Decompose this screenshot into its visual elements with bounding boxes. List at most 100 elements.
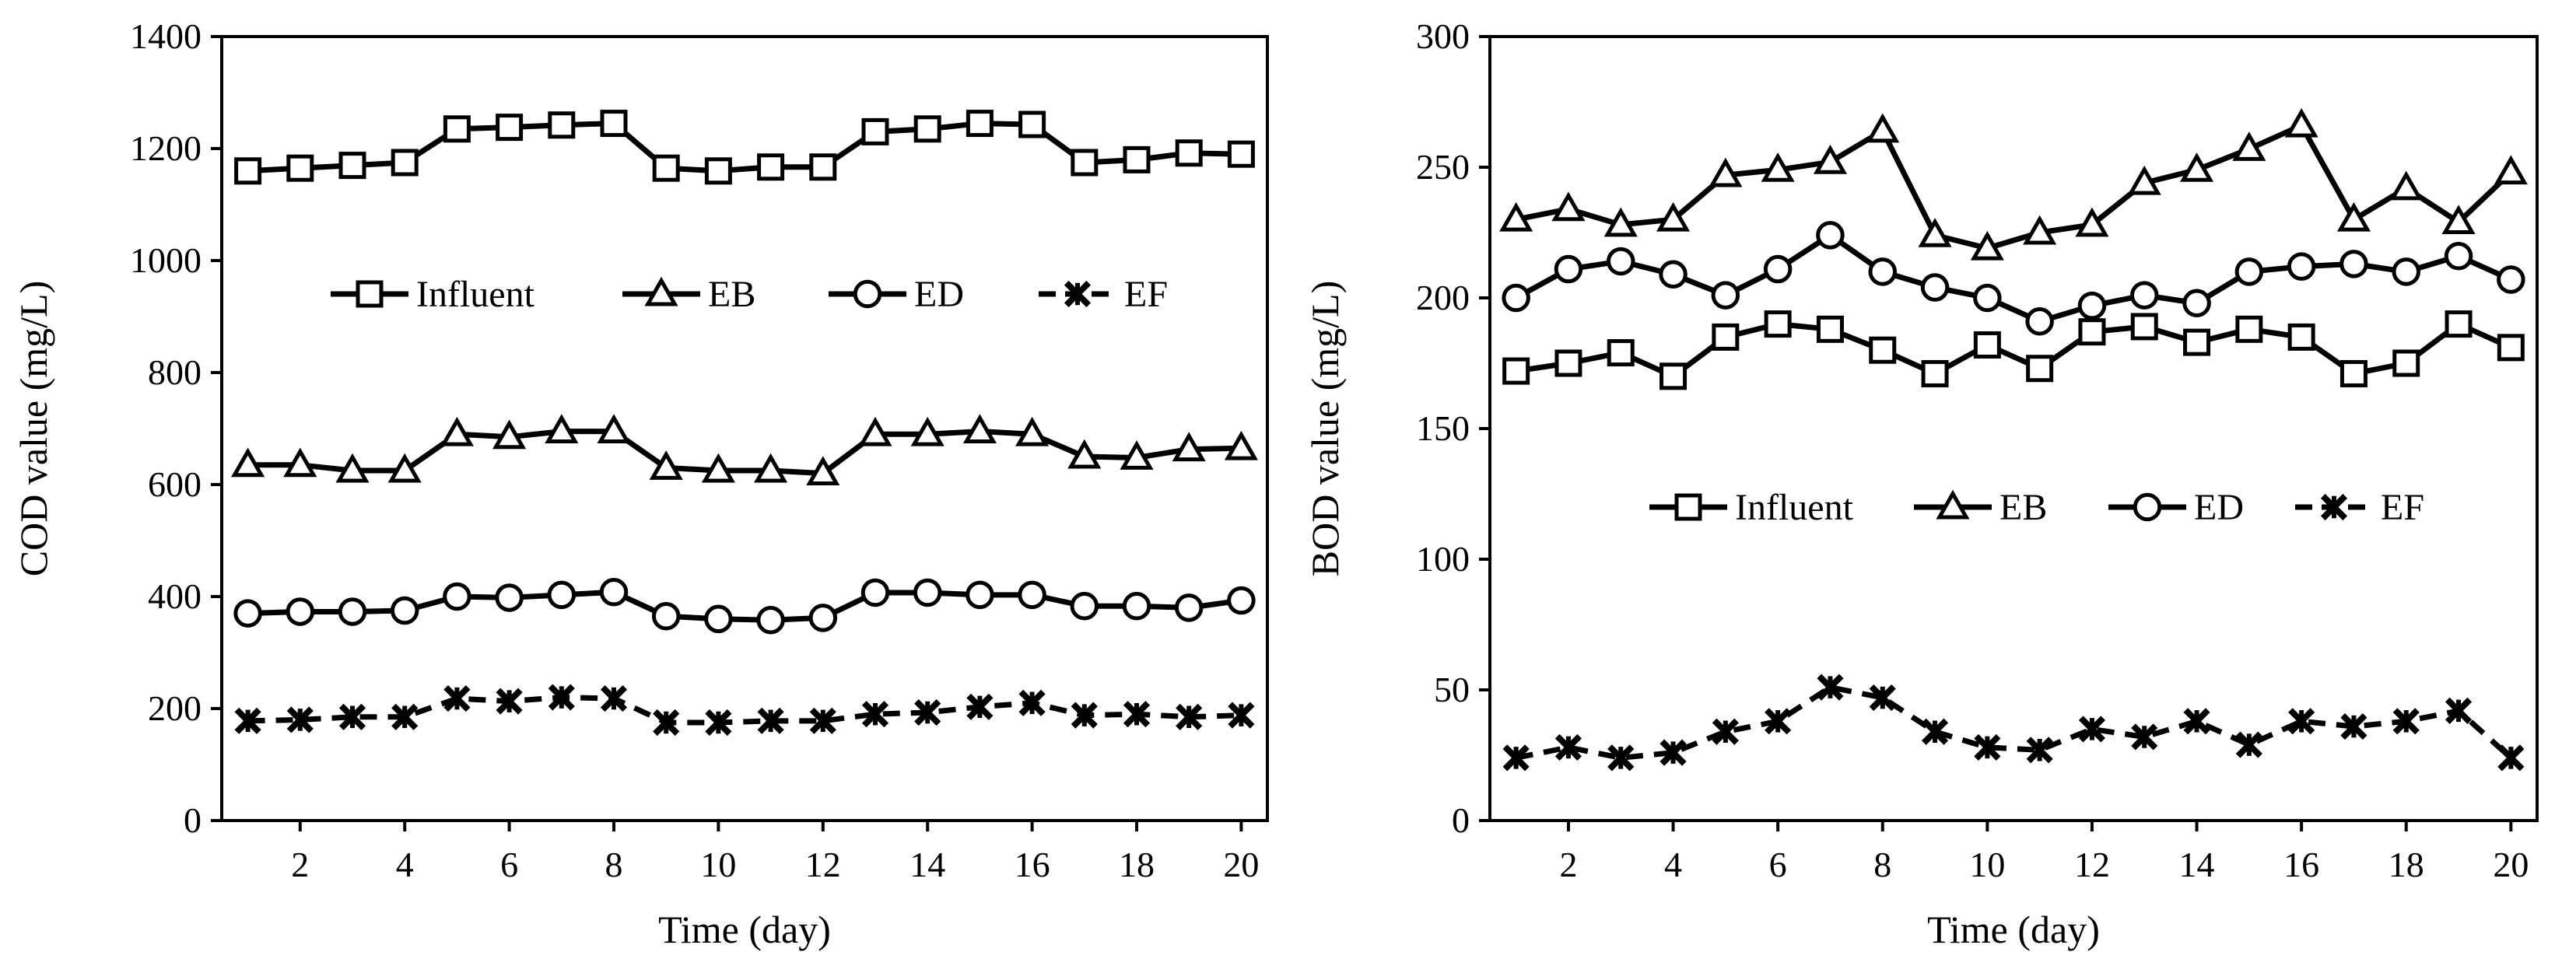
bod-series-eb-point (1603, 207, 1638, 237)
cod-x-axis-title: Time (day) (658, 908, 831, 951)
cod-legend-ed-marker (853, 279, 882, 309)
cod-series-influent-point (496, 114, 524, 142)
cod-series-ed-point (547, 580, 577, 610)
cod-y-tick-label: 1400 (130, 16, 202, 56)
bod-series-influent-point (1554, 349, 1582, 377)
cod-series-ed-point (913, 578, 942, 607)
bod-series-eb-point (1970, 230, 2004, 261)
bod-series-ef-point (1869, 684, 1896, 712)
cod-x-tick-label: 8 (605, 845, 623, 884)
cod-series-eb-point (1224, 430, 1258, 460)
bod-legend-ef-label: EF (2381, 487, 2424, 528)
bod-series-eb-point (1813, 144, 1848, 174)
cod-series-ed-point (338, 597, 367, 626)
bod-legend-ed-label: ED (2194, 487, 2244, 528)
cod-series-ef-point (757, 707, 784, 734)
cod-series-ed-point (1227, 586, 1256, 615)
cod-series-eb-point (440, 416, 474, 446)
bod-series-ef-point (2497, 744, 2525, 772)
cod-series-influent-point (1175, 139, 1203, 167)
cod-y-tick-label: 600 (148, 464, 202, 504)
bod-series-eb-point (1709, 157, 1743, 187)
cod-series-ed-point (860, 578, 890, 607)
cod-y-axis-title: COD value (mg/L) (12, 281, 55, 576)
bod-series-eb-point (2179, 152, 2214, 182)
bod-x-tick-label: 16 (2283, 845, 2319, 884)
cod-series-ed-point (390, 596, 419, 625)
bod-series-eb-point (2441, 205, 2476, 234)
cod-series-ed-point (756, 605, 785, 635)
bod-series-ed-point (2077, 291, 2107, 320)
bod-series-ef-point (2183, 708, 2210, 735)
cod-series-influent-point (443, 115, 471, 143)
cod-series-ef-point (1018, 689, 1046, 716)
cod-series-ef-point (1228, 702, 1255, 729)
bod-series-eb-point (1918, 218, 1952, 247)
cod-series-influent-point (391, 149, 419, 177)
bod-series-ed-point (1920, 273, 1950, 302)
bod-series-eb-point (1551, 191, 1586, 222)
bod-x-tick-label: 14 (2179, 845, 2215, 884)
cod-legend-ef-label: EF (1124, 274, 1168, 315)
bod-series-ef-point (2026, 737, 2053, 764)
cod-series-eb-point (1172, 432, 1206, 462)
cod-series-eb-point (649, 450, 683, 480)
bod-series-ef-point (2078, 716, 2106, 743)
cod-legend-ed-label: ED (914, 274, 964, 315)
cod-series-ef-point (234, 707, 261, 734)
cod-x-tick-label: 14 (909, 845, 945, 884)
bod-series-ef-point (1502, 744, 1530, 772)
cod-series-eb-point (387, 453, 422, 483)
cod-series-ed-point (443, 582, 471, 611)
cod-series-ed-point (233, 599, 262, 628)
bod-series-ed-point (2130, 281, 2159, 310)
bod-series-ed-point (2339, 250, 2368, 278)
cod-series-ed-point (966, 580, 994, 610)
bod-series-influent-point (2130, 313, 2158, 341)
bod-series-eb-point (2075, 207, 2109, 237)
cod-y-tick-label: 800 (148, 352, 202, 392)
cod-series-ef-point (496, 688, 523, 715)
cod-series-ed-point (286, 597, 315, 626)
bod-series-ef-point (2445, 697, 2473, 724)
bod-legend-influent-marker (1674, 493, 1702, 521)
bod-series-influent-point (1607, 339, 1635, 367)
cod-series-eb-point (335, 453, 370, 483)
cod-series-influent-point (338, 152, 366, 180)
cod-series-influent-point (861, 117, 889, 145)
cod-x-tick-label: 16 (1015, 845, 1050, 884)
cod-series-ed-point (1018, 580, 1046, 610)
cod-series-ef-line (247, 695, 1242, 726)
bod-legend-ed-marker (2133, 492, 2162, 522)
bod-series-influent-point (1660, 362, 1688, 390)
bod-series-influent-point (1973, 331, 2001, 359)
cod-series-ef-point (809, 707, 836, 734)
bod-series-ef-line (1515, 684, 2513, 761)
cod-series-ef-point (443, 684, 471, 712)
bod-series-ef-point (1554, 733, 1582, 761)
cod-series-ef-point (1123, 701, 1151, 728)
bod-x-tick-label: 6 (1769, 845, 1787, 884)
bod-series-ed-point (1607, 247, 1635, 276)
cod-y-tick-label: 200 (148, 688, 202, 728)
cod-series-eb-point (597, 414, 631, 444)
bod-series-eb-point (2494, 155, 2528, 185)
bod-series-ef-point (2340, 712, 2367, 740)
cod-series-eb-point (858, 416, 892, 446)
bod-series-influent-point (2339, 359, 2367, 387)
cod-x-tick-label: 4 (396, 845, 414, 884)
bod-series-influent-point (2235, 315, 2263, 343)
cod-series-eb-point (1015, 416, 1050, 446)
cod-series-influent-point (966, 110, 994, 138)
cod-legend-eb-label: EB (708, 274, 755, 315)
bod-series-eb-point (1761, 152, 1795, 182)
bod-x-tick-label: 12 (2074, 845, 2110, 884)
cod-series-eb-point (754, 453, 788, 483)
cod-series-eb-point (1120, 440, 1154, 470)
cod-x-tick-label: 20 (1223, 845, 1259, 884)
bod-series-influent-point (2183, 328, 2211, 356)
bod-series-ed-point (1659, 260, 1688, 289)
cod-series-influent-point (1227, 140, 1255, 168)
bod-y-tick-label: 50 (1434, 670, 1470, 709)
